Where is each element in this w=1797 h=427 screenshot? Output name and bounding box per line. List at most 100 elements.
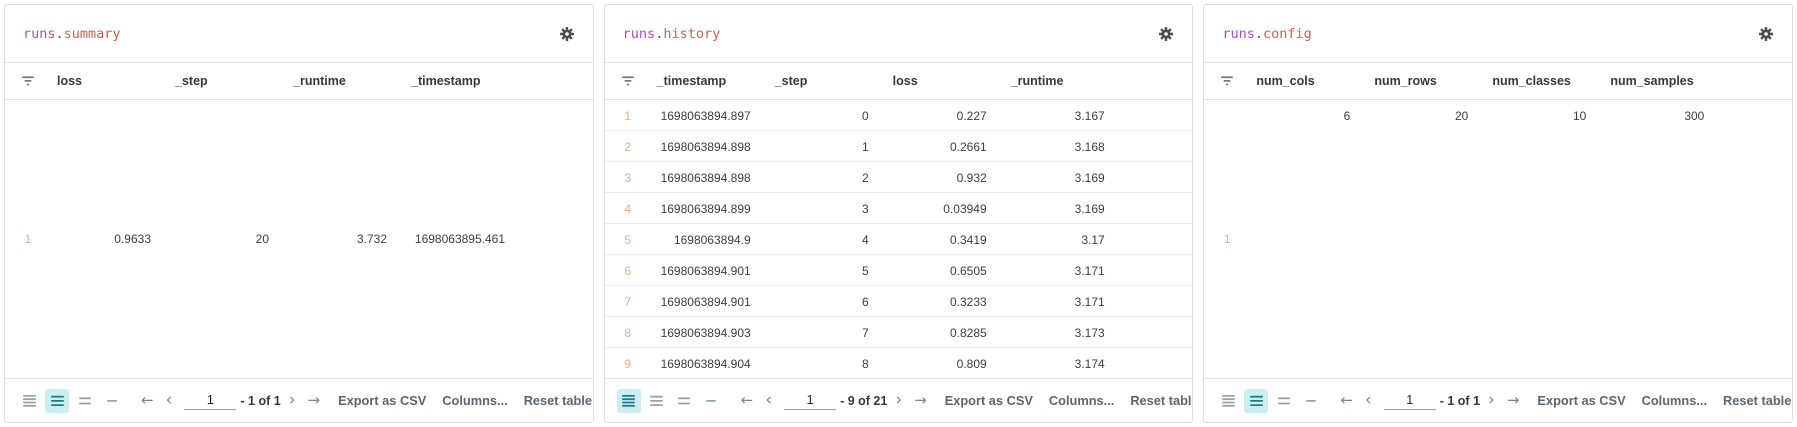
cell-timestamp: 1698063894.897 bbox=[660, 108, 751, 123]
row-height-2-lines-button[interactable] bbox=[673, 389, 697, 413]
title-suffix: history bbox=[663, 25, 721, 42]
cell-runtime: 3.167 bbox=[1074, 108, 1105, 123]
table-row: 2 1698063894.898 1 0.2661 3.168 bbox=[605, 131, 1193, 162]
export-csv-button[interactable]: Export as CSV bbox=[338, 393, 427, 408]
next-page-button[interactable]: › bbox=[283, 392, 302, 409]
row-height-4-lines-button[interactable] bbox=[616, 388, 641, 413]
row-height-4-lines-button[interactable] bbox=[1216, 389, 1240, 413]
row-height-3-lines-button[interactable] bbox=[45, 388, 69, 413]
column-header-num_samples[interactable]: num_samples bbox=[1610, 74, 1694, 88]
export-csv-button[interactable]: Export as CSV bbox=[1537, 393, 1626, 408]
column-header-loss[interactable]: loss bbox=[892, 74, 918, 88]
filter-icon[interactable] bbox=[605, 75, 651, 87]
cell-step: 0 bbox=[861, 108, 869, 123]
panel-title: runs.config bbox=[1222, 26, 1311, 42]
pagination-range-label: - 9 of 21 bbox=[840, 393, 888, 408]
next-page-button[interactable]: › bbox=[1482, 392, 1501, 409]
cell-loss: 0.9633 bbox=[114, 232, 151, 246]
column-header-num_cols[interactable]: num_cols bbox=[1256, 74, 1315, 88]
page-number-input[interactable] bbox=[784, 391, 837, 410]
cell-runtime: 3.168 bbox=[1074, 139, 1105, 154]
table-row: 1 0.9633 20 3.732 1698063895.461 bbox=[5, 224, 593, 255]
panel-titlebar: runs.summary bbox=[5, 5, 593, 62]
table-body: 1 1698063894.897 0 0.227 3.167 2 1698063894.89… bbox=[605, 100, 1193, 378]
row-height-4-lines-button[interactable] bbox=[17, 389, 41, 413]
cell-step: 1 bbox=[861, 139, 869, 154]
row-height-1-lines-button[interactable] bbox=[1300, 389, 1324, 413]
row-index: 9 bbox=[624, 356, 632, 371]
column-header-loss[interactable]: loss bbox=[57, 74, 83, 88]
cell-loss: 0.6505 bbox=[949, 263, 987, 278]
row-index: 7 bbox=[624, 294, 632, 309]
last-page-button[interactable]: → bbox=[908, 393, 933, 408]
table-row: 6 1698063894.901 5 0.6505 3.171 bbox=[605, 255, 1193, 286]
cell-num_rows: 20 bbox=[1454, 108, 1469, 123]
cell-loss: 0.8285 bbox=[949, 325, 987, 340]
page-number-input[interactable] bbox=[1383, 391, 1436, 410]
next-page-button[interactable]: › bbox=[889, 392, 908, 409]
panel-runs-config: runs.config num_cols num_rows num_classes n… bbox=[1203, 4, 1794, 423]
cell-timestamp: 1698063894.904 bbox=[660, 356, 751, 371]
first-page-button[interactable]: ← bbox=[1334, 393, 1359, 408]
column-header-runtime[interactable]: _runtime bbox=[1010, 74, 1064, 88]
first-page-button[interactable]: ← bbox=[735, 393, 760, 408]
columns-button[interactable]: Columns... bbox=[442, 393, 508, 408]
cell-step: 5 bbox=[861, 263, 869, 278]
table-row: 5 1698063894.9 4 0.3419 3.17 bbox=[605, 224, 1193, 255]
row-index: 1 bbox=[24, 232, 32, 246]
row-height-3-lines-button[interactable] bbox=[645, 389, 669, 413]
table-row: 9 1698063894.904 8 0.809 3.174 bbox=[605, 348, 1193, 378]
gear-icon[interactable] bbox=[1756, 24, 1776, 44]
reset-table-button[interactable]: Reset table bbox=[523, 393, 592, 408]
last-page-button[interactable]: → bbox=[302, 393, 327, 408]
cell-step: 2 bbox=[861, 170, 869, 185]
reset-table-button[interactable]: Reset table bbox=[1723, 393, 1792, 408]
cell-loss: 0.3233 bbox=[949, 294, 987, 309]
title-prefix: runs bbox=[1222, 25, 1255, 42]
table-row: 1 1698063894.897 0 0.227 3.167 bbox=[605, 100, 1193, 131]
filter-icon[interactable] bbox=[1204, 75, 1250, 87]
row-height-toggle-group bbox=[1216, 388, 1324, 413]
row-height-2-lines-button[interactable] bbox=[73, 389, 97, 413]
previous-page-button[interactable]: ‹ bbox=[759, 392, 778, 409]
row-index: 1 bbox=[624, 108, 632, 123]
row-height-2-lines-button[interactable] bbox=[1272, 389, 1296, 413]
title-suffix: summary bbox=[63, 25, 121, 42]
reset-table-button[interactable]: Reset table bbox=[1130, 393, 1192, 408]
column-header-step[interactable]: _step bbox=[774, 74, 808, 88]
previous-page-button[interactable]: ‹ bbox=[1359, 392, 1378, 409]
row-index: 5 bbox=[624, 232, 632, 247]
row-height-1-lines-button[interactable] bbox=[101, 389, 125, 413]
column-header-timestamp[interactable]: _timestamp bbox=[411, 74, 481, 88]
row-height-1-lines-button[interactable] bbox=[701, 389, 725, 413]
table-body: 1 0.9633 20 3.732 1698063895.461 bbox=[5, 100, 593, 378]
table-footer: ← ‹ - 1 of 1 › → Export as CSV Columns..… bbox=[5, 378, 593, 422]
title-dot: . bbox=[55, 25, 64, 42]
column-header-step[interactable]: _step bbox=[175, 74, 208, 88]
row-height-3-lines-button[interactable] bbox=[1244, 388, 1269, 413]
previous-page-button[interactable]: ‹ bbox=[160, 392, 179, 409]
cell-runtime: 3.169 bbox=[1074, 201, 1105, 216]
columns-button[interactable]: Columns... bbox=[1641, 393, 1708, 408]
first-page-button[interactable]: ← bbox=[135, 393, 160, 408]
gear-icon[interactable] bbox=[1156, 24, 1176, 44]
last-page-button[interactable]: → bbox=[1501, 393, 1526, 408]
cell-step: 3 bbox=[861, 201, 869, 216]
column-header-runtime[interactable]: _runtime bbox=[293, 74, 346, 88]
panel-titlebar: runs.history bbox=[605, 5, 1193, 62]
column-header-timestamp[interactable]: _timestamp bbox=[656, 74, 727, 88]
table-row: 4 1698063894.899 3 0.03949 3.169 bbox=[605, 193, 1193, 224]
page-number-input[interactable] bbox=[184, 391, 237, 410]
table-header-row: loss _step _runtime _timestamp bbox=[5, 62, 593, 100]
filter-icon[interactable] bbox=[5, 75, 51, 87]
export-csv-button[interactable]: Export as CSV bbox=[944, 393, 1033, 408]
columns-button[interactable]: Columns... bbox=[1048, 393, 1115, 408]
gear-icon[interactable] bbox=[557, 24, 577, 44]
title-prefix: runs bbox=[622, 25, 656, 42]
table-body: 6 20 10 300 1 bbox=[1204, 100, 1792, 378]
row-height-toggle-group bbox=[616, 388, 725, 413]
row-index: 2 bbox=[624, 139, 632, 154]
column-header-num_rows[interactable]: num_rows bbox=[1374, 74, 1437, 88]
column-header-num_classes[interactable]: num_classes bbox=[1492, 74, 1571, 88]
cell-runtime: 3.173 bbox=[1074, 325, 1105, 340]
